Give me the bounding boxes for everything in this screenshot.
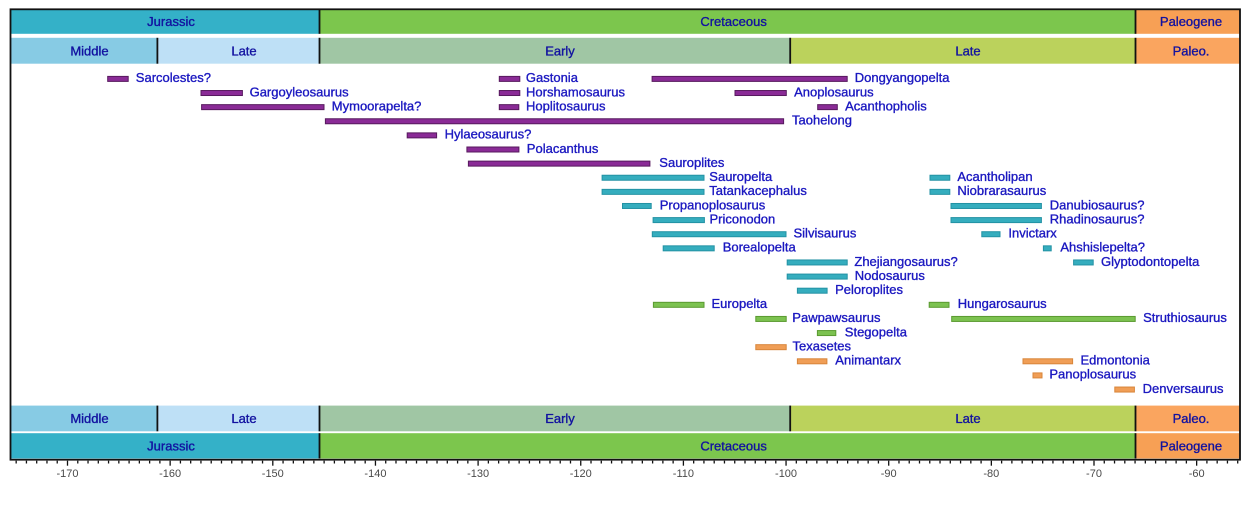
svg-text:Late: Late bbox=[955, 411, 980, 426]
svg-text:-90: -90 bbox=[881, 468, 897, 480]
svg-text:Paleogene: Paleogene bbox=[1160, 14, 1222, 29]
svg-text:-150: -150 bbox=[262, 468, 284, 480]
svg-text:Propanoplosaurus: Propanoplosaurus bbox=[660, 197, 766, 212]
svg-text:Sauropelta: Sauropelta bbox=[709, 169, 773, 184]
svg-text:Nodosaurus: Nodosaurus bbox=[855, 268, 926, 283]
svg-text:Peloroplites: Peloroplites bbox=[835, 282, 903, 297]
svg-text:Jurassic: Jurassic bbox=[147, 438, 195, 453]
svg-text:-130: -130 bbox=[467, 468, 489, 480]
svg-text:-120: -120 bbox=[570, 468, 592, 480]
svg-text:Middle: Middle bbox=[70, 43, 108, 58]
svg-text:Hylaeosaurus?: Hylaeosaurus? bbox=[445, 127, 532, 142]
svg-text:Zhejiangosaurus?: Zhejiangosaurus? bbox=[854, 254, 957, 269]
svg-text:Texasetes: Texasetes bbox=[793, 338, 852, 353]
svg-text:-140: -140 bbox=[364, 468, 386, 480]
svg-text:Polacanthus: Polacanthus bbox=[527, 141, 599, 156]
svg-text:-80: -80 bbox=[983, 468, 999, 480]
svg-text:Jurassic: Jurassic bbox=[147, 14, 195, 29]
svg-text:Rhadinosaurus?: Rhadinosaurus? bbox=[1050, 211, 1145, 226]
svg-text:-70: -70 bbox=[1086, 468, 1102, 480]
svg-text:Struthiosaurus: Struthiosaurus bbox=[1143, 310, 1227, 325]
svg-text:Glyptodontopelta: Glyptodontopelta bbox=[1101, 254, 1200, 269]
svg-text:Ahshislepelta?: Ahshislepelta? bbox=[1060, 240, 1145, 255]
svg-text:Niobrarasaurus: Niobrarasaurus bbox=[957, 183, 1046, 198]
svg-text:-170: -170 bbox=[56, 468, 78, 480]
svg-text:Animantarx: Animantarx bbox=[835, 353, 901, 368]
svg-text:Late: Late bbox=[955, 43, 980, 58]
svg-text:-60: -60 bbox=[1189, 468, 1205, 480]
svg-text:-110: -110 bbox=[673, 468, 694, 480]
svg-text:Horshamosaurus: Horshamosaurus bbox=[526, 84, 625, 99]
svg-text:Denversaurus: Denversaurus bbox=[1143, 381, 1224, 396]
svg-text:Panoplosaurus: Panoplosaurus bbox=[1049, 367, 1136, 382]
svg-text:Borealopelta: Borealopelta bbox=[723, 240, 797, 255]
svg-text:Gargoyleosaurus: Gargoyleosaurus bbox=[250, 84, 349, 99]
svg-text:Silvisaurus: Silvisaurus bbox=[794, 226, 857, 241]
svg-text:Danubiosaurus?: Danubiosaurus? bbox=[1050, 197, 1145, 212]
svg-text:Invictarx: Invictarx bbox=[1008, 226, 1057, 241]
svg-text:Gastonia: Gastonia bbox=[526, 70, 579, 85]
svg-text:Sarcolestes?: Sarcolestes? bbox=[136, 70, 211, 85]
svg-text:-160: -160 bbox=[159, 468, 181, 480]
svg-text:Late: Late bbox=[231, 411, 256, 426]
svg-text:Europelta: Europelta bbox=[712, 296, 768, 311]
svg-text:Acantholipan: Acantholipan bbox=[957, 169, 1032, 184]
svg-text:Middle: Middle bbox=[70, 411, 108, 426]
svg-text:Anoplosaurus: Anoplosaurus bbox=[794, 84, 874, 99]
svg-text:Pawpawsaurus: Pawpawsaurus bbox=[792, 310, 881, 325]
svg-text:Early: Early bbox=[545, 43, 575, 58]
svg-text:Acanthopholis: Acanthopholis bbox=[845, 98, 927, 113]
svg-text:Priconodon: Priconodon bbox=[710, 211, 776, 226]
svg-text:Early: Early bbox=[545, 411, 575, 426]
svg-text:Hoplitosaurus: Hoplitosaurus bbox=[526, 98, 606, 113]
svg-text:-100: -100 bbox=[775, 468, 797, 480]
svg-text:Edmontonia: Edmontonia bbox=[1081, 353, 1151, 368]
svg-text:Paleo.: Paleo. bbox=[1173, 43, 1210, 58]
svg-text:Sauroplites: Sauroplites bbox=[659, 155, 725, 170]
svg-text:Mymoorapelta?: Mymoorapelta? bbox=[332, 98, 422, 113]
svg-text:Taohelong: Taohelong bbox=[792, 113, 852, 128]
svg-text:Tatankacephalus: Tatankacephalus bbox=[709, 183, 807, 198]
svg-text:Hungarosaurus: Hungarosaurus bbox=[958, 296, 1047, 311]
svg-text:Paleo.: Paleo. bbox=[1173, 411, 1210, 426]
svg-text:Dongyangopelta: Dongyangopelta bbox=[855, 70, 950, 85]
svg-text:Stegopelta: Stegopelta bbox=[845, 324, 908, 339]
svg-text:Late: Late bbox=[231, 43, 256, 58]
svg-text:Cretaceous: Cretaceous bbox=[700, 438, 767, 453]
svg-text:Cretaceous: Cretaceous bbox=[700, 14, 767, 29]
svg-text:Paleogene: Paleogene bbox=[1160, 438, 1222, 453]
